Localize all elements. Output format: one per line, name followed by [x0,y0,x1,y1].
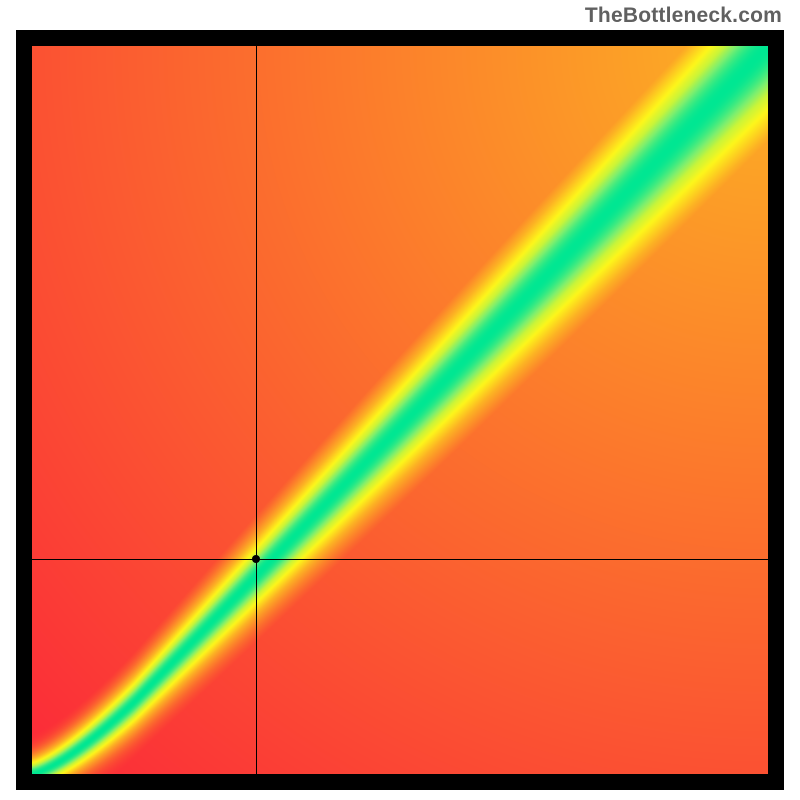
crosshair-vertical [256,46,257,774]
chart-container: TheBottleneck.com [0,0,800,800]
attribution-text: TheBottleneck.com [585,4,782,28]
plot-inner [32,46,768,774]
crosshair-horizontal [32,559,768,560]
crosshair-marker [252,555,260,563]
heatmap-canvas [32,46,768,774]
